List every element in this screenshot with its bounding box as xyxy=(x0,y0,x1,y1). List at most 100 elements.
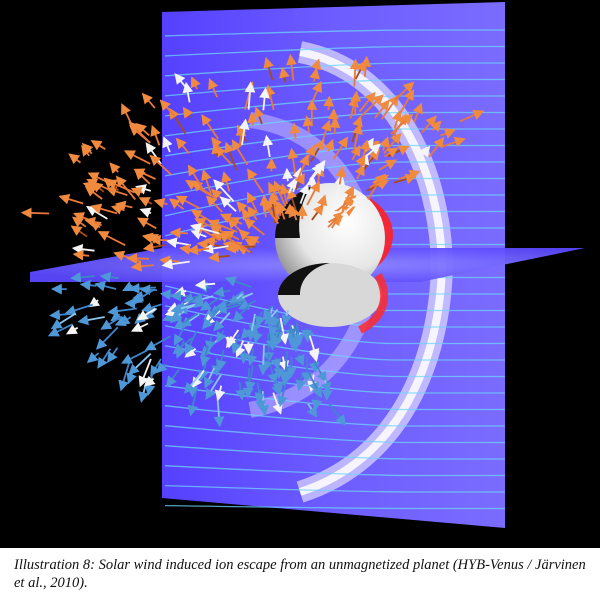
ion-arrow xyxy=(263,56,274,81)
ion-arrow xyxy=(302,115,314,133)
field-line xyxy=(164,485,505,493)
ion-arrow xyxy=(310,138,325,163)
ion-arrow xyxy=(421,115,437,134)
ion-arrow xyxy=(109,162,121,174)
ion-arrow xyxy=(294,353,305,367)
ion-arrow xyxy=(190,76,201,90)
ion-arrow xyxy=(384,147,399,158)
ion-arrow xyxy=(369,174,389,189)
ion-arrow xyxy=(247,168,264,194)
ion-arrow xyxy=(84,185,103,200)
ion-arrow xyxy=(122,281,135,292)
ion-arrow xyxy=(320,379,332,394)
ion-arrow xyxy=(208,77,219,98)
ion-arrow xyxy=(459,110,485,123)
ion-arrow xyxy=(130,260,154,272)
ion-arrow xyxy=(225,336,237,349)
ion-arrow xyxy=(394,81,415,101)
ion-arrow xyxy=(173,327,185,346)
ion-arrow xyxy=(121,349,148,364)
ion-arrow xyxy=(70,271,95,283)
ion-arrow xyxy=(362,143,381,160)
ion-arrow xyxy=(194,279,216,290)
ion-arrow xyxy=(91,181,105,193)
ion-arrow xyxy=(286,54,297,81)
ion-arrow xyxy=(360,94,384,117)
ion-arrow xyxy=(201,114,219,140)
ion-arrow xyxy=(285,329,296,345)
ion-arrow xyxy=(281,309,293,326)
ion-arrow xyxy=(97,231,126,247)
ion-arrow xyxy=(279,66,290,83)
ion-arrow xyxy=(133,168,156,180)
ion-arrow xyxy=(329,116,341,134)
ion-arrow xyxy=(244,81,256,110)
ion-arrow xyxy=(201,309,220,330)
ion-arrow xyxy=(99,271,119,283)
ion-arrow xyxy=(244,238,257,250)
upper-ion-arrows xyxy=(20,54,485,272)
ion-arrow xyxy=(184,372,202,394)
field-line xyxy=(164,78,505,97)
ion-arrow xyxy=(440,128,456,139)
ion-arrow xyxy=(20,207,50,219)
ion-arrow xyxy=(323,95,335,111)
ion-arrow xyxy=(268,181,279,197)
ion-arrow xyxy=(238,299,257,310)
ion-arrow xyxy=(261,200,280,225)
ion-arrow xyxy=(174,72,189,90)
ion-arrow xyxy=(170,302,198,314)
ion-arrow xyxy=(262,134,274,158)
ion-arrow xyxy=(123,150,151,165)
ion-arrow xyxy=(393,173,417,185)
ion-arrow xyxy=(208,251,230,263)
lower-ion-arrows xyxy=(47,271,347,428)
ion-arrow xyxy=(79,279,97,291)
ion-arrow xyxy=(378,159,398,171)
ion-arrow xyxy=(138,358,152,388)
ion-arrow xyxy=(146,234,160,244)
ion-arrow xyxy=(77,314,105,326)
ion-arrow xyxy=(110,204,125,215)
ion-arrow xyxy=(270,357,282,370)
ion-arrow xyxy=(294,173,305,191)
ion-arrow xyxy=(94,280,117,292)
ion-arrow xyxy=(213,312,231,332)
ion-arrow xyxy=(50,312,77,330)
ion-arrow xyxy=(90,140,106,151)
ion-arrow xyxy=(286,187,298,211)
ion-arrow xyxy=(231,139,249,166)
ion-arrow xyxy=(131,288,156,304)
ion-arrow xyxy=(350,90,362,116)
ion-arrow xyxy=(141,92,156,109)
ion-arrow xyxy=(172,337,193,355)
ion-arrow xyxy=(257,344,269,376)
ion-arrow xyxy=(204,236,218,247)
ion-arrow xyxy=(114,200,133,212)
ion-arrow xyxy=(72,249,90,261)
ion-arrow xyxy=(118,362,131,392)
ion-arrow xyxy=(219,196,237,212)
ion-arrow xyxy=(105,179,136,194)
field-line xyxy=(164,405,505,427)
ion-arrow xyxy=(216,349,227,372)
field-line xyxy=(164,445,505,460)
ion-arrow xyxy=(64,303,93,316)
ion-arrow xyxy=(175,137,190,154)
ion-arrow xyxy=(107,305,137,317)
ion-arrow xyxy=(309,67,320,82)
ion-arrow xyxy=(286,178,297,194)
ion-arrow xyxy=(71,243,95,255)
ion-arrow xyxy=(162,136,173,153)
ion-arrow xyxy=(184,330,198,355)
ion-arrow xyxy=(86,351,100,364)
field-line xyxy=(164,425,505,444)
ion-arrow xyxy=(144,335,171,351)
ion-arrow xyxy=(308,347,320,363)
ion-arrow xyxy=(335,166,347,185)
ion-arrow xyxy=(313,361,327,383)
ion-arrow xyxy=(235,125,247,147)
ion-arrow xyxy=(224,141,238,171)
ion-arrow xyxy=(280,351,292,383)
ion-arrow xyxy=(211,357,223,377)
